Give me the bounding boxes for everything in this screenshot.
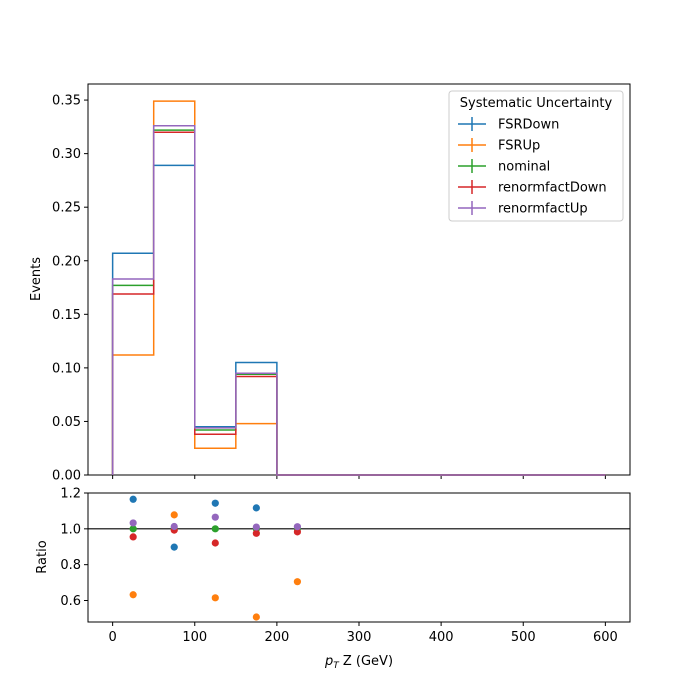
legend-items: FSRDown FSRUp nominal renormfactDown renormf… (458, 117, 607, 217)
legend-item-renormfactUp: renormfactUp (458, 201, 588, 217)
legend-title: Systematic Uncertainty (460, 96, 613, 111)
ratio-point-renormfactDown (293, 528, 302, 536)
ratio-y-tick-label: 0.6 (60, 594, 81, 609)
ratio-point-renormfactDown (129, 533, 137, 541)
main-y-axis-label: Events (29, 257, 44, 301)
ratio-point-renormfactUp (252, 523, 260, 531)
main-y-tick-label: 0.05 (52, 415, 81, 430)
ratio-point-FSRUp (293, 578, 302, 586)
x-axis-label-subscript: T (333, 661, 340, 671)
main-y-tick-label: 0.20 (52, 254, 81, 269)
main-y-tick-label: 0.35 (52, 94, 81, 109)
ratio-y-tick-label: 0.8 (60, 558, 81, 573)
ratio-y-tick-label: 1.2 (60, 487, 81, 502)
legend-box (448, 90, 624, 222)
x-tick-label: 500 (511, 630, 536, 645)
ratio-point-renormfactUp (129, 519, 137, 527)
ratio-point-FSRDown (252, 504, 260, 512)
main-y-ticks: 0.00 0.05 0.10 0.15 0.20 0.25 0.30 0.35 (52, 94, 88, 484)
legend-label: FSRDown (498, 118, 559, 133)
main-series-group (111, 100, 606, 476)
ratio-point-renormfactDown (252, 529, 260, 537)
ratio-point-FSRDown (211, 499, 219, 507)
legend-label: renormfactUp (498, 202, 588, 217)
x-tick-label: 100 (182, 630, 207, 645)
x-tick-label: 0 (108, 630, 116, 645)
ratio-x-ticks: 0 100 200 300 400 500 600 (108, 622, 618, 645)
ratio-point-FSRDown (129, 495, 137, 503)
ratio-point-renormfactUp (293, 523, 302, 531)
legend-item-renormfactDown: renormfactDown (458, 180, 607, 196)
legend-label: renormfactDown (498, 181, 607, 196)
ratio-point-FSRUp (170, 511, 178, 519)
main-y-tick-label: 0.10 (52, 361, 81, 376)
main-y-tick-label: 0.30 (52, 147, 81, 162)
ratio-point-FSRUp (129, 591, 137, 599)
ratio-point-renormfactUp (170, 522, 178, 531)
x-axis-label-text: Z (GeV) (339, 654, 393, 669)
ratio-panel: 0.6 0.8 1.0 1.2 0 100 200 300 400 500 600 Ratio (35, 487, 631, 645)
main-histogram-panel: 0.00 0.05 0.10 0.15 0.20 0.25 0.30 0.35 Events (29, 83, 631, 484)
legend-item-FSRUp: FSRUp (458, 138, 540, 154)
x-axis-label-symbol: p (324, 654, 333, 669)
ratio-y-axis-label: Ratio (35, 540, 50, 573)
x-tick-label: 300 (347, 630, 372, 645)
ratio-point-renormfactDown (211, 539, 219, 547)
ratio-point-renormfactUp (211, 513, 219, 521)
x-tick-label: 600 (593, 630, 618, 645)
ratio-y-tick-label: 1.0 (60, 522, 81, 537)
main-y-tick-label: 0.00 (52, 469, 81, 484)
main-y-tick-label: 0.25 (52, 201, 81, 216)
ratio-point-nominal (211, 525, 219, 533)
ratio-point-FSRUp (211, 594, 219, 602)
x-axis-label: pT Z (GeV) (324, 654, 393, 671)
ratio-points-group (129, 495, 302, 621)
ratio-y-ticks: 0.6 0.8 1.0 1.2 (60, 487, 88, 609)
histogram-series-renormfactUp (111, 125, 606, 476)
ratio-point-FSRUp (252, 613, 260, 621)
legend-label: FSRUp (498, 139, 540, 154)
ratio-point-FSRDown (170, 543, 178, 551)
ratio-point-nominal (129, 525, 137, 533)
x-tick-label: 400 (429, 630, 454, 645)
legend-item-FSRDown: FSRDown (458, 117, 559, 133)
main-y-tick-label: 0.15 (52, 308, 81, 323)
legend-item-nominal: nominal (458, 159, 550, 175)
x-tick-label: 200 (264, 630, 289, 645)
legend-label: nominal (498, 160, 550, 175)
legend: Systematic Uncertainty FSRDown FSRUp nomin… (448, 90, 624, 222)
